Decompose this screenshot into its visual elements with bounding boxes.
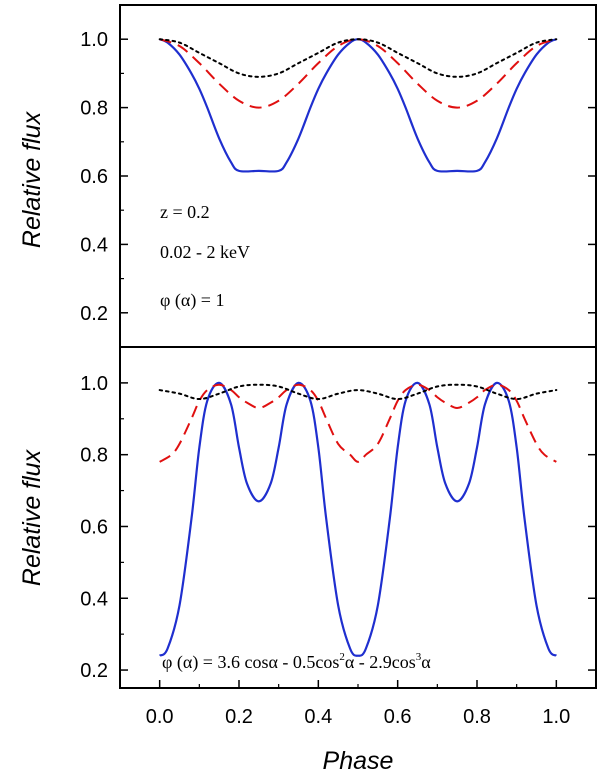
bottom-xtick-label: 0.4 bbox=[304, 706, 332, 728]
bottom-ytick-label: 0.6 bbox=[80, 516, 108, 538]
annotation-redshift: z = 0.2 bbox=[160, 202, 210, 222]
bottom-xtick-label: 0.8 bbox=[463, 706, 491, 728]
top-ytick-label: 0.8 bbox=[80, 98, 108, 120]
top-series-dashed bbox=[159, 38, 557, 109]
bottom-series-dashed bbox=[159, 383, 557, 463]
annotation-phi-bottom: φ (α) = 3.6 cosα - 0.5cos2α - 2.9cos3α bbox=[162, 651, 431, 673]
bottom-yticks: 0.2 0.4 0.6 0.8 1.0 bbox=[80, 373, 596, 682]
top-series-dotted bbox=[158, 38, 558, 78]
annotation-phi-bottom-suffix: α bbox=[421, 652, 431, 672]
annotation-phi-bottom-exp1: 2 bbox=[339, 651, 345, 663]
top-ylabel: Relative flux bbox=[18, 110, 46, 248]
bottom-ytick-label: 0.2 bbox=[80, 660, 108, 682]
bottom-xlabel: Phase bbox=[323, 747, 394, 773]
top-ytick-label: 0.4 bbox=[80, 234, 108, 256]
bottom-ytick-label: 0.8 bbox=[80, 445, 108, 467]
annotation-phi-bottom-exp2: 3 bbox=[416, 651, 422, 663]
bottom-xticks: 0.0 0.2 0.4 0.6 0.8 1.0 bbox=[119, 680, 597, 728]
bottom-ylabel: Relative flux bbox=[18, 448, 46, 586]
bottom-series bbox=[158, 381, 558, 657]
annotation-phi-top: φ (α) = 1 bbox=[160, 290, 224, 311]
bottom-ytick-label: 1.0 bbox=[80, 373, 108, 395]
top-ytick-label: 0.6 bbox=[80, 166, 108, 188]
bottom-series-dotted bbox=[158, 383, 558, 401]
top-yticks: 0.2 0.4 0.6 0.8 1.0 bbox=[80, 29, 596, 325]
top-ytick-label: 0.2 bbox=[80, 303, 108, 325]
bottom-xtick-label: 0.6 bbox=[384, 706, 412, 728]
annotation-energy-band: 0.02 - 2 keV bbox=[160, 242, 250, 262]
top-series-solid bbox=[159, 38, 557, 173]
bottom-series-solid bbox=[158, 381, 558, 657]
top-ytick-label: 1.0 bbox=[80, 29, 108, 51]
annotation-phi-bottom-prefix: φ (α) = 3.6 cosα - 0.5cos bbox=[162, 652, 339, 673]
bottom-xtick-label: 0.2 bbox=[225, 706, 253, 728]
bottom-xtick-label: 1.0 bbox=[542, 706, 570, 728]
bottom-ytick-label: 0.4 bbox=[80, 588, 108, 610]
bottom-xtick-label: 0.0 bbox=[146, 706, 174, 728]
annotation-phi-bottom-mid: α - 2.9cos bbox=[345, 652, 416, 672]
top-series bbox=[158, 38, 558, 173]
